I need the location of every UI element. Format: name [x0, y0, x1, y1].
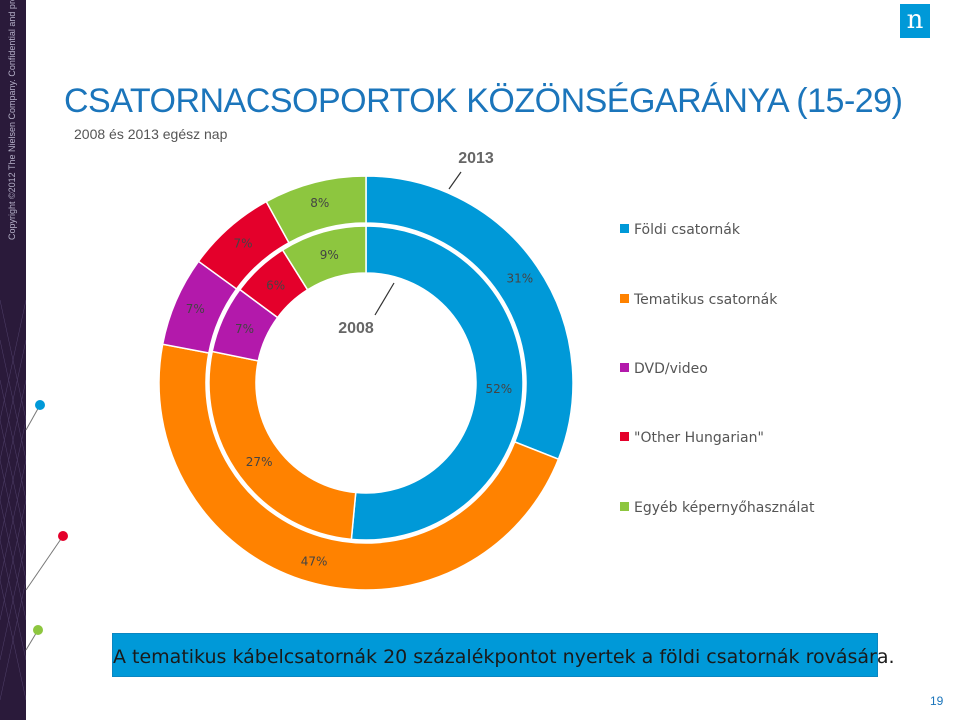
inner-ring-label-0: 52% — [486, 382, 513, 396]
page-title: CSATORNACSOPORTOK KÖZÖNSÉGARÁNYA (15-29) — [64, 82, 903, 120]
inner-ring-slice-0 — [350, 225, 524, 541]
outer-ring-label-2: 7% — [186, 302, 205, 316]
decorative-lines — [25, 400, 68, 651]
inner-ring-label-1: 27% — [246, 455, 273, 469]
legend-label-4: Egyéb képernyőhasználat — [634, 500, 815, 516]
legend-item-4: Egyéb képernyőhasználat — [620, 500, 814, 516]
inner-ring-name: 2008 — [338, 320, 374, 337]
mesh-pattern — [0, 299, 26, 701]
inner-ring-label-3: 6% — [266, 278, 285, 292]
outer-ring-label-4: 8% — [310, 196, 329, 210]
legend-item-3: "Other Hungarian" — [620, 430, 764, 446]
legend-item-2: DVD/video — [620, 361, 708, 377]
legend-item-0: Földi csatornák — [620, 222, 740, 238]
outer-ring-name: 2013 — [458, 150, 494, 167]
legend-swatch-1 — [620, 294, 629, 303]
page-subtitle: 2008 és 2013 egész nap — [74, 126, 228, 142]
page-number: 19 — [930, 694, 944, 708]
legend-swatch-3 — [620, 432, 629, 441]
legend-swatch-0 — [620, 224, 629, 233]
outer-ring-slice-4 — [265, 175, 367, 244]
outer-ring-pointer — [448, 171, 462, 190]
inner-ring-pointer — [374, 282, 395, 316]
deco-dot-red — [58, 531, 68, 541]
decorative-side-strip: Copyright ©2012 The Nielsen Company. Con… — [0, 0, 26, 720]
legend-label-1: Tematikus csatornák — [634, 292, 778, 308]
deco-dot-green — [33, 625, 43, 635]
inner-ring-label-4: 9% — [320, 248, 339, 262]
legend-label-0: Földi csatornák — [634, 222, 740, 238]
inner-ring-slice-4 — [281, 225, 367, 291]
legend-label-3: "Other Hungarian" — [634, 430, 764, 446]
outer-ring-label-1: 47% — [301, 555, 328, 569]
legend-item-1: Tematikus csatornák — [620, 292, 777, 308]
legend-swatch-2 — [620, 363, 629, 372]
inner-ring-label-2: 7% — [235, 322, 254, 336]
outer-ring-label-3: 7% — [233, 236, 252, 250]
legend-label-2: DVD/video — [634, 361, 708, 377]
outer-ring-label-0: 31% — [507, 271, 534, 285]
banner-text: A tematikus kábelcsatornák 20 százalékpo… — [113, 646, 895, 668]
legend-swatch-4 — [620, 502, 629, 511]
nielsen-logo: n — [900, 4, 930, 38]
deco-dot-blue — [35, 400, 45, 410]
summary-banner: A tematikus kábelcsatornák 20 százalékpo… — [112, 633, 895, 677]
logo-letter: n — [906, 5, 924, 35]
outer-ring-slice-1 — [158, 343, 560, 591]
